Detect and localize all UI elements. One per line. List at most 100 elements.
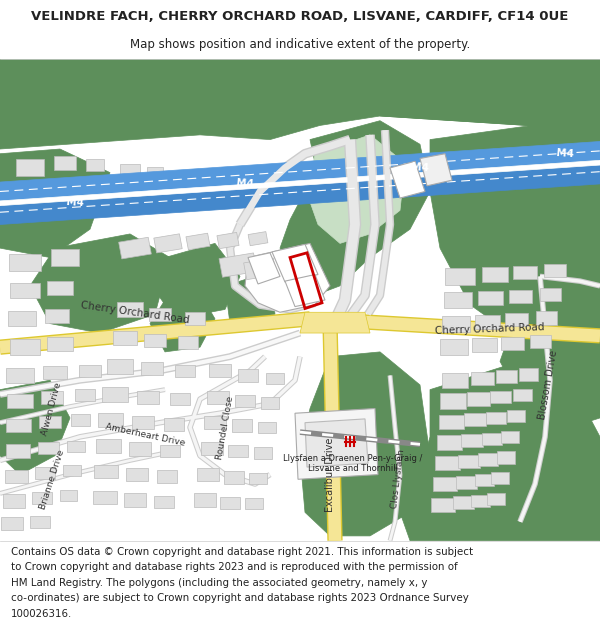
Bar	[433, 477, 457, 491]
Bar	[185, 312, 205, 326]
Bar	[530, 335, 551, 348]
Bar	[32, 492, 52, 504]
Bar	[475, 314, 499, 329]
Bar	[472, 338, 497, 352]
Text: VELINDRE FACH, CHERRY ORCHARD ROAD, LISVANE, CARDIFF, CF14 0UE: VELINDRE FACH, CHERRY ORCHARD ROAD, LISV…	[31, 10, 569, 23]
Bar	[482, 267, 508, 282]
Bar	[500, 337, 523, 350]
Text: Llysfaen a Draenen Pen-y-Graig /
Lisvane and Thornhill: Llysfaen a Draenen Pen-y-Graig / Lisvane…	[283, 454, 422, 473]
Bar	[137, 391, 159, 404]
Bar	[509, 289, 532, 303]
Bar	[512, 389, 532, 401]
Bar	[478, 291, 503, 305]
Text: to Crown copyright and database rights 2023 and is reproduced with the permissio: to Crown copyright and database rights 2…	[11, 562, 457, 572]
Bar	[249, 472, 267, 484]
Bar	[119, 238, 151, 259]
Bar	[434, 456, 460, 471]
Bar	[149, 308, 171, 321]
Polygon shape	[0, 165, 600, 224]
Polygon shape	[300, 352, 430, 536]
Bar	[94, 465, 118, 478]
Polygon shape	[272, 244, 318, 282]
Bar	[470, 495, 490, 507]
Bar	[86, 159, 104, 171]
Text: Roundel Close: Roundel Close	[215, 395, 235, 460]
Bar	[482, 432, 502, 445]
Bar	[51, 249, 79, 266]
Bar	[209, 364, 231, 378]
Bar	[97, 412, 122, 427]
Bar	[47, 338, 73, 351]
Bar	[440, 393, 466, 409]
Bar	[67, 441, 85, 452]
Bar	[497, 451, 515, 464]
Bar	[204, 416, 226, 429]
Bar	[238, 369, 258, 382]
Polygon shape	[400, 361, 600, 541]
Bar	[95, 439, 121, 453]
Text: M4: M4	[66, 198, 84, 208]
Bar	[461, 434, 483, 447]
Text: Alwen Drive: Alwen Drive	[41, 381, 64, 436]
Bar	[539, 288, 560, 301]
Text: Clos Llysfaen: Clos Llysfaen	[390, 449, 406, 509]
Bar	[491, 472, 509, 484]
Bar	[75, 389, 95, 401]
Bar	[6, 368, 34, 383]
Bar	[178, 336, 198, 349]
Polygon shape	[245, 243, 330, 312]
Bar	[154, 496, 174, 508]
Bar	[79, 364, 101, 377]
Bar	[126, 468, 148, 481]
Bar	[107, 359, 133, 374]
Bar	[544, 264, 566, 278]
Polygon shape	[225, 272, 275, 324]
Bar	[444, 292, 472, 308]
Bar	[132, 416, 154, 429]
Polygon shape	[295, 409, 378, 479]
Polygon shape	[280, 121, 430, 295]
Bar	[220, 497, 240, 509]
Bar	[486, 412, 506, 424]
Text: co-ordinates) are subject to Crown copyright and database rights 2023 Ordnance S: co-ordinates) are subject to Crown copyr…	[11, 593, 469, 603]
Polygon shape	[500, 328, 600, 428]
Bar	[43, 366, 67, 379]
Polygon shape	[0, 149, 110, 258]
Text: 100026316.: 100026316.	[11, 609, 72, 619]
Bar	[248, 232, 268, 246]
Bar	[170, 393, 190, 405]
Bar	[5, 419, 31, 432]
Bar	[164, 418, 184, 431]
Bar	[117, 302, 143, 317]
Bar	[16, 159, 44, 176]
Bar	[194, 494, 216, 507]
Bar	[501, 431, 519, 443]
Bar	[102, 387, 128, 402]
Text: Excalibur Drive: Excalibur Drive	[325, 438, 335, 512]
Bar	[464, 413, 486, 426]
Bar	[9, 254, 41, 271]
Bar	[224, 471, 244, 484]
Bar	[505, 313, 527, 326]
Polygon shape	[30, 234, 170, 333]
Bar	[258, 422, 276, 433]
Bar	[228, 445, 248, 457]
Polygon shape	[305, 419, 368, 467]
Polygon shape	[0, 59, 600, 149]
Bar	[261, 398, 279, 409]
Bar	[266, 372, 284, 384]
Bar	[5, 470, 28, 483]
Polygon shape	[0, 380, 70, 474]
Bar	[442, 316, 470, 332]
Bar	[1, 517, 23, 530]
Bar	[490, 391, 511, 403]
Polygon shape	[248, 253, 280, 284]
Bar	[175, 364, 195, 377]
Bar	[232, 419, 252, 432]
Text: M4: M4	[556, 148, 574, 159]
Bar	[478, 453, 498, 466]
Bar	[8, 311, 36, 326]
Bar	[59, 489, 77, 501]
Bar	[536, 311, 557, 324]
Bar	[35, 466, 55, 479]
